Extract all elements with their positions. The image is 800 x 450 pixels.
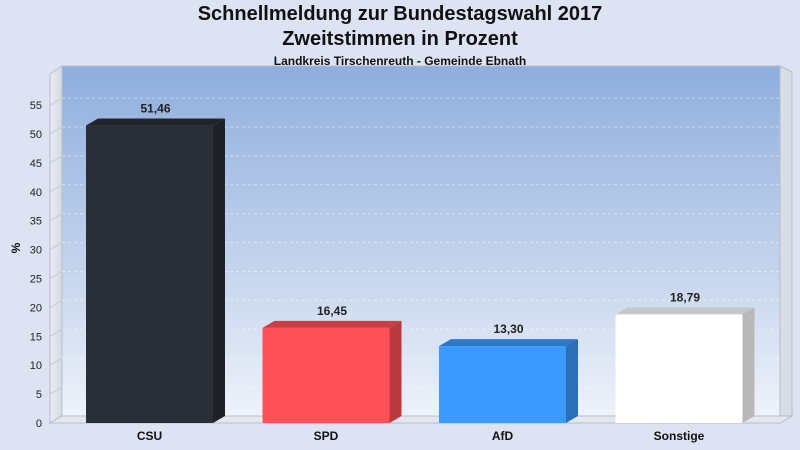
y-tick-label: 40 bbox=[30, 187, 42, 199]
x-tick-label: CSU bbox=[137, 429, 162, 443]
bar-value-label: 18,79 bbox=[670, 290, 700, 304]
y-tick-label: 30 bbox=[30, 245, 42, 257]
x-tick-label: SPD bbox=[314, 429, 339, 443]
y-tick-label: 45 bbox=[30, 158, 42, 170]
bar-side bbox=[213, 118, 225, 423]
bar-front bbox=[439, 346, 566, 423]
bar-afd: 13,30 bbox=[439, 322, 578, 423]
chart-title: Schnellmeldung zur Bundestagswahl 2017 bbox=[197, 3, 603, 25]
bar-top bbox=[615, 307, 755, 315]
y-tick-label: 15 bbox=[30, 331, 42, 343]
right-wall bbox=[779, 65, 793, 417]
bar-front bbox=[615, 314, 743, 423]
grid-line-wall bbox=[49, 242, 63, 251]
grid-line-wall bbox=[49, 299, 63, 308]
bar-top bbox=[439, 339, 578, 347]
y-tick-label: 35 bbox=[30, 216, 42, 228]
chart-subtitle: Zweitstimmen in Prozent bbox=[282, 28, 518, 50]
y-tick-label: 10 bbox=[30, 360, 42, 372]
bar-value-label: 16,45 bbox=[317, 304, 347, 318]
bar-value-label: 51,46 bbox=[140, 102, 170, 116]
chart-caption: Landkreis Tirschenreuth - Gemeinde Ebnat… bbox=[273, 54, 527, 68]
y-tick-label: 5 bbox=[36, 389, 42, 401]
y-tick-label: 20 bbox=[30, 302, 42, 314]
grid-line-wall bbox=[49, 97, 63, 106]
x-tick-label: Sonstige bbox=[654, 429, 705, 443]
y-tick-label: 55 bbox=[30, 100, 42, 112]
bar-side bbox=[566, 339, 578, 423]
grid-line-wall bbox=[49, 386, 63, 395]
y-tick-label: 25 bbox=[30, 274, 42, 286]
x-tick-label: AfD bbox=[492, 429, 514, 443]
bar-top bbox=[262, 320, 402, 328]
y-tick-label: 50 bbox=[30, 129, 42, 141]
bar-spd: 16,45 bbox=[262, 304, 402, 423]
bar-front bbox=[262, 327, 390, 423]
grid-line-wall bbox=[49, 271, 63, 279]
left-wall bbox=[49, 65, 63, 424]
bar-front bbox=[86, 125, 213, 423]
bar-sonstige: 18,79 bbox=[615, 290, 755, 423]
bar-value-label: 13,30 bbox=[493, 322, 523, 336]
grid-line-wall bbox=[49, 126, 63, 135]
grid-line-wall bbox=[49, 184, 63, 193]
bar-csu: 51,46 bbox=[86, 102, 225, 423]
bar-top bbox=[86, 118, 225, 126]
grid-line-wall bbox=[49, 155, 63, 164]
grid-line-wall bbox=[49, 213, 63, 222]
bar-side bbox=[389, 320, 402, 423]
grid-line-wall bbox=[49, 328, 63, 337]
y-axis-label: % bbox=[9, 242, 23, 253]
bar-side bbox=[742, 307, 755, 423]
grid-line-wall bbox=[49, 357, 63, 366]
y-tick-label: 0 bbox=[36, 418, 42, 430]
